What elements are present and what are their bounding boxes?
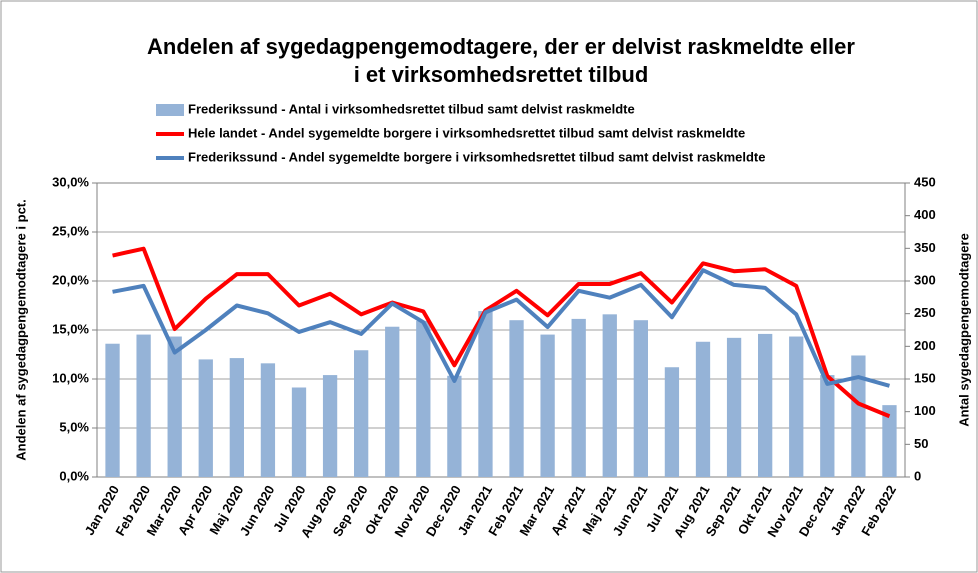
y2-tick-label: 0 (914, 468, 921, 483)
bar (105, 343, 120, 477)
legend-label: Hele landet - Andel sygemeldte borgere i… (188, 125, 745, 140)
bar (167, 336, 182, 477)
y2-tick-label: 300 (914, 272, 936, 287)
bar (198, 359, 213, 477)
bar (882, 405, 897, 477)
y2-tick-label: 400 (914, 207, 936, 222)
legend-label: Frederikssund - Andel sygemeldte borgere… (188, 149, 765, 164)
plot-border (96, 182, 906, 478)
y-tick-label: 25,0% (52, 223, 89, 238)
bar (851, 355, 866, 477)
y-tick-label: 15,0% (52, 321, 89, 336)
chart-title: Andelen af sygedagpengemodtagere, der er… (147, 34, 855, 59)
line (112, 268, 891, 388)
y-tick-label: 30,0% (52, 174, 89, 189)
bar (229, 358, 244, 477)
bar (447, 375, 462, 477)
bar (291, 387, 307, 477)
y2-tick-label: 50 (914, 436, 928, 451)
bar (385, 326, 400, 477)
y-axis-title: Andelen af sygedagpengemodtagere i pct. (13, 199, 28, 461)
y2-tick-label: 450 (914, 174, 936, 189)
y2-tick-label: 150 (914, 370, 936, 385)
bar (322, 375, 338, 477)
bar (726, 337, 742, 477)
bar (509, 320, 524, 477)
bar (695, 341, 711, 477)
y-tick-label: 5,0% (59, 419, 89, 434)
y-tick-label: 10,0% (52, 370, 89, 385)
bar (260, 363, 276, 477)
bar (136, 334, 151, 477)
y2-tick-label: 350 (914, 240, 936, 255)
y2-tick-label: 100 (914, 403, 936, 418)
bar (602, 314, 617, 477)
bar (540, 334, 555, 477)
bar (820, 375, 835, 477)
y2-axis-title: Antal sygedagpengemodtagere (956, 233, 971, 427)
bar (354, 350, 369, 477)
bar (478, 311, 493, 477)
y-tick-label: 0,0% (59, 468, 89, 483)
bar (416, 320, 431, 477)
chart-title: i et virksomhedsrettet tilbud (354, 62, 649, 87)
legend-label: Frederikssund - Antal i virksomhedsrette… (188, 101, 635, 116)
bar (758, 333, 773, 477)
bar (571, 318, 586, 477)
bar (789, 336, 804, 477)
line (112, 246, 891, 419)
bar (633, 320, 648, 477)
bar (664, 367, 680, 477)
y-tick-label: 20,0% (52, 272, 89, 287)
y2-tick-label: 200 (914, 338, 936, 353)
legend-swatch (156, 104, 184, 116)
y2-tick-label: 250 (914, 305, 936, 320)
